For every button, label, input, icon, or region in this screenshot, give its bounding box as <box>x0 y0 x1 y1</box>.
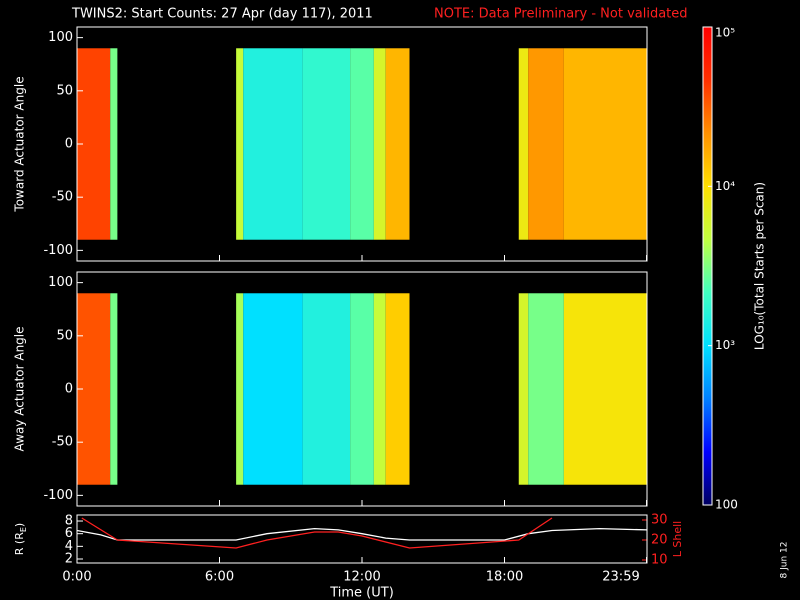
spectrogram-cell <box>302 293 351 485</box>
y-tick-label: 6 <box>65 526 73 541</box>
panel-frame <box>76 514 648 564</box>
spectrogram-cell <box>236 293 244 485</box>
x-tick-label: 0:00 <box>62 570 91 585</box>
panel-frame <box>76 271 648 507</box>
y-axis-label: R (RE) <box>13 523 28 555</box>
spectrogram-cell <box>350 48 374 240</box>
chart-title: TWINS2: Start Counts: 27 Apr (day 117), … <box>71 7 373 22</box>
y-axis-label: Away Actuator Angle <box>13 326 27 451</box>
x-tick-label: 18:00 <box>486 570 523 585</box>
y2-tick-label: 10 <box>651 553 668 568</box>
spectrogram-cell <box>243 293 303 485</box>
spectrogram-cell <box>528 48 564 240</box>
spectrogram-cell <box>563 293 647 485</box>
plot-area <box>77 293 647 485</box>
y-tick-label: 2 <box>65 552 73 567</box>
y-tick-label: 50 <box>56 83 73 98</box>
spectrogram-cell <box>373 48 386 240</box>
y-tick-label: 0 <box>65 137 73 152</box>
spectrogram-cell <box>385 293 410 485</box>
y-tick-label: -50 <box>52 190 73 205</box>
spectrogram-cell <box>518 293 529 485</box>
y-tick-label: 0 <box>65 382 73 397</box>
x-tick-label: 23:59 <box>602 570 639 585</box>
spectrogram-cell <box>110 48 118 240</box>
colorbar-label: LOG₁₀(Total Starts per Scan) <box>753 182 767 350</box>
y-tick-label: -100 <box>43 488 73 503</box>
y2-axis-label: L Shell <box>671 521 684 557</box>
colorbar-tick-label: 10⁵ <box>715 26 735 40</box>
y-tick-label: 100 <box>48 275 73 290</box>
colorbar-tick-label: 10⁴ <box>715 179 735 193</box>
y-axis-label-sub: E <box>19 527 28 532</box>
spectrogram-cell <box>302 48 351 240</box>
panel-frame <box>76 26 648 262</box>
y-axis-label-end: ) <box>13 523 26 527</box>
colorbar <box>702 26 713 506</box>
y2-tick-label: 20 <box>651 533 668 548</box>
x-tick-label: 12:00 <box>343 570 380 585</box>
spectrogram-cell <box>243 48 303 240</box>
y-tick-label: 50 <box>56 328 73 343</box>
y-axis-label-main: R (R <box>13 532 26 555</box>
colorbar-tick-label: 10³ <box>715 338 735 352</box>
spectrogram-cell <box>528 293 564 485</box>
y2-tick-label: 30 <box>651 513 668 528</box>
y-tick-label: 4 <box>65 539 73 554</box>
spectrogram-cell <box>110 293 118 485</box>
y-axis-label: Toward Actuator Angle <box>13 76 27 212</box>
spectrogram-cell <box>518 48 529 240</box>
spectrogram-cell <box>236 48 244 240</box>
note: NOTE: Data Preliminary - Not validated <box>434 7 688 22</box>
spectrogram-cell <box>350 293 374 485</box>
line-0 <box>77 527 647 541</box>
y-tick-label: 100 <box>48 30 73 45</box>
line-1 <box>81 517 553 549</box>
x-axis-label: Time (UT) <box>329 586 394 600</box>
date-stamp: 8 Jun 12 <box>780 542 790 579</box>
y-tick-label: -50 <box>52 435 73 450</box>
spectrogram-cell <box>385 48 410 240</box>
colorbar-tick-label: 100 <box>715 498 738 512</box>
x-tick-label: 6:00 <box>205 570 234 585</box>
plot-area <box>77 48 647 240</box>
spectrogram-cell <box>373 293 386 485</box>
plot-area <box>77 517 647 549</box>
spectrogram-cell <box>563 48 647 240</box>
y-tick-label: -100 <box>43 243 73 258</box>
y-tick-label: 8 <box>65 514 73 529</box>
